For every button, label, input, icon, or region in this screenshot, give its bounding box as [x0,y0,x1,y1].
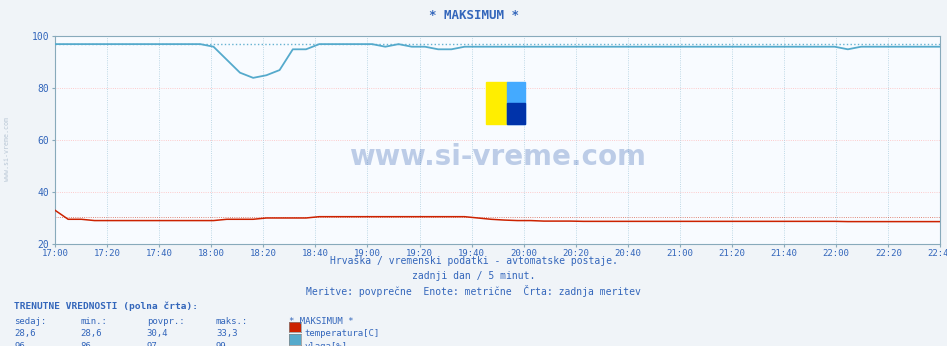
Text: 33,3: 33,3 [216,329,238,338]
Text: povpr.:: povpr.: [147,317,185,326]
Text: 30,4: 30,4 [147,329,169,338]
Text: 96: 96 [14,342,25,346]
Text: min.:: min.: [80,317,107,326]
Text: 99: 99 [216,342,226,346]
Text: sedaj:: sedaj: [14,317,46,326]
Bar [486,82,508,124]
Text: maks.:: maks.: [216,317,248,326]
Text: zadnji dan / 5 minut.: zadnji dan / 5 minut. [412,271,535,281]
Text: * MAKSIMUM *: * MAKSIMUM * [428,9,519,22]
Text: 28,6: 28,6 [14,329,36,338]
Text: Hrvaška / vremenski podatki - avtomatske postaje.: Hrvaška / vremenski podatki - avtomatske… [330,255,617,266]
Text: www.si-vreme.com: www.si-vreme.com [4,117,9,181]
Text: www.si-vreme.com: www.si-vreme.com [349,143,646,171]
Text: 28,6: 28,6 [80,329,102,338]
Text: * MAKSIMUM *: * MAKSIMUM * [289,317,353,326]
Text: temperatura[C]: temperatura[C] [305,329,380,338]
Bar [508,103,525,124]
Text: 86: 86 [80,342,91,346]
Text: TRENUTNE VREDNOSTI (polna črta):: TRENUTNE VREDNOSTI (polna črta): [14,301,198,310]
Text: 97: 97 [147,342,157,346]
Bar [508,82,525,124]
Text: vlaga[%]: vlaga[%] [305,342,348,346]
Text: Meritve: povprečne  Enote: metrične  Črta: zadnja meritev: Meritve: povprečne Enote: metrične Črta:… [306,285,641,298]
